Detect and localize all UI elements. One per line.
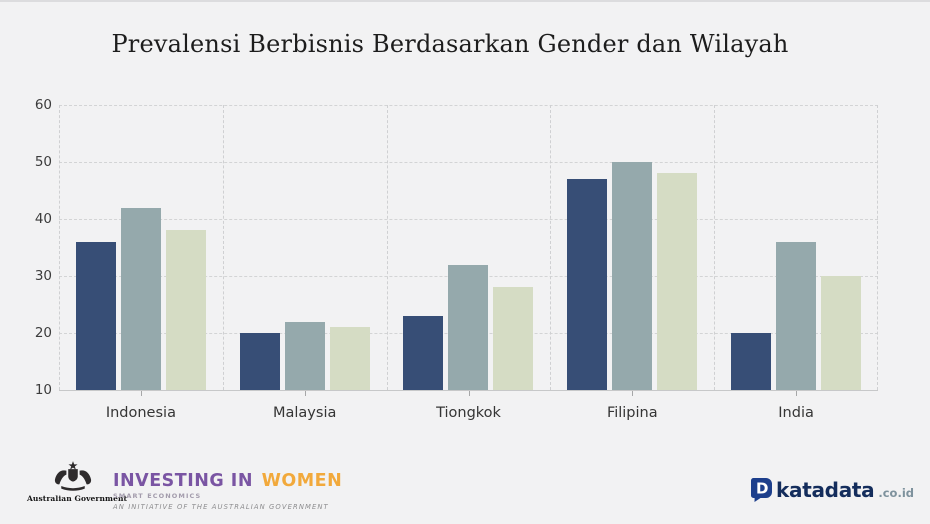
katadata-logo: D katadata .co.id — [751, 478, 914, 502]
x-tick-tiongkok — [468, 391, 470, 396]
coat-of-arms-icon — [54, 461, 92, 491]
y-tick-label-30: 30 — [34, 268, 52, 284]
bar-indonesia-series-2-gray-blue — [120, 207, 161, 390]
bar-group-malaysia — [223, 105, 387, 390]
chart-title: Prevalensi Berbisnis Berdasarkan Gender … — [111, 30, 789, 58]
x-label-malaysia: Malaysia — [273, 405, 337, 421]
initiative-tagline: AN INITIATIVE OF THE AUSTRALIAN GOVERNME… — [113, 503, 329, 511]
gridline-x-0 — [59, 105, 60, 390]
bar-group-india — [714, 105, 878, 390]
y-tick-label-50: 50 — [34, 154, 52, 170]
gridline-x-3 — [550, 105, 551, 390]
svg-text:D: D — [756, 480, 768, 498]
katadata-text: katadata — [776, 478, 875, 502]
gridline-y-40 — [59, 219, 878, 220]
plot-area — [59, 105, 878, 391]
bar-india-series-1-navy — [731, 333, 772, 390]
bar-tiongkok-series-3-sage — [493, 287, 534, 390]
bar-malaysia-series-1-navy — [239, 333, 280, 390]
gridline-x-4 — [714, 105, 715, 390]
y-tick-label-60: 60 — [34, 97, 52, 113]
bar-group-indonesia — [59, 105, 223, 390]
bar-india-series-2-gray-blue — [776, 241, 817, 390]
smart-economics-label: SMART ECONOMICS — [113, 492, 202, 500]
bar-filipina-series-2-gray-blue — [612, 162, 653, 390]
x-label-tiongkok: Tiongkok — [436, 405, 501, 421]
x-label-india: India — [778, 405, 814, 421]
bar-tiongkok-series-1-navy — [403, 315, 444, 390]
bar-filipina-series-1-navy — [567, 179, 608, 390]
y-tick-label-40: 40 — [34, 211, 52, 227]
katadata-d-icon: D — [751, 478, 773, 502]
gridline-y-50 — [59, 162, 878, 163]
women-text: WOMEN — [261, 471, 343, 491]
bar-group-tiongkok — [387, 105, 551, 390]
bar-india-series-3-sage — [821, 276, 862, 390]
investing-in-women-title: INVESTING IN WOMEN — [113, 471, 342, 491]
bar-malaysia-series-3-sage — [329, 327, 370, 390]
bar-indonesia-series-3-sage — [165, 230, 206, 390]
y-axis: 60 50 40 30 20 10 — [12, 97, 52, 398]
bar-filipina-series-3-sage — [657, 173, 698, 390]
investing-in-women-logo: INVESTING IN WOMEN SMART ECONOMICS AN IN… — [113, 471, 342, 511]
gridline-y-60 — [59, 105, 878, 106]
gridline-x-2 — [387, 105, 388, 390]
investing-in-text: INVESTING IN — [113, 471, 253, 491]
australian-government-label: Australian Government — [27, 494, 128, 503]
australian-government-logo: Australian Government — [27, 460, 128, 503]
x-axis: Indonesia Malaysia Tiongkok Filipina India — [59, 405, 878, 421]
bar-tiongkok-series-2-gray-blue — [448, 264, 489, 390]
x-label-filipina: Filipina — [606, 405, 658, 421]
x-label-indonesia: Indonesia — [105, 405, 176, 421]
bar-malaysia-series-2-gray-blue — [284, 321, 325, 390]
x-tick-india — [796, 391, 798, 396]
gridline-x-5 — [877, 105, 878, 390]
x-tick-indonesia — [140, 391, 142, 396]
x-tick-filipina — [632, 391, 634, 396]
bar-group-filipina — [550, 105, 714, 390]
y-tick-label-10: 10 — [34, 382, 52, 398]
bar-indonesia-series-1-navy — [75, 241, 116, 390]
katadata-suffix: .co.id — [878, 486, 914, 500]
x-tick-malaysia — [304, 391, 306, 396]
y-tick-label-20: 20 — [34, 325, 52, 341]
gridline-x-1 — [223, 105, 224, 390]
